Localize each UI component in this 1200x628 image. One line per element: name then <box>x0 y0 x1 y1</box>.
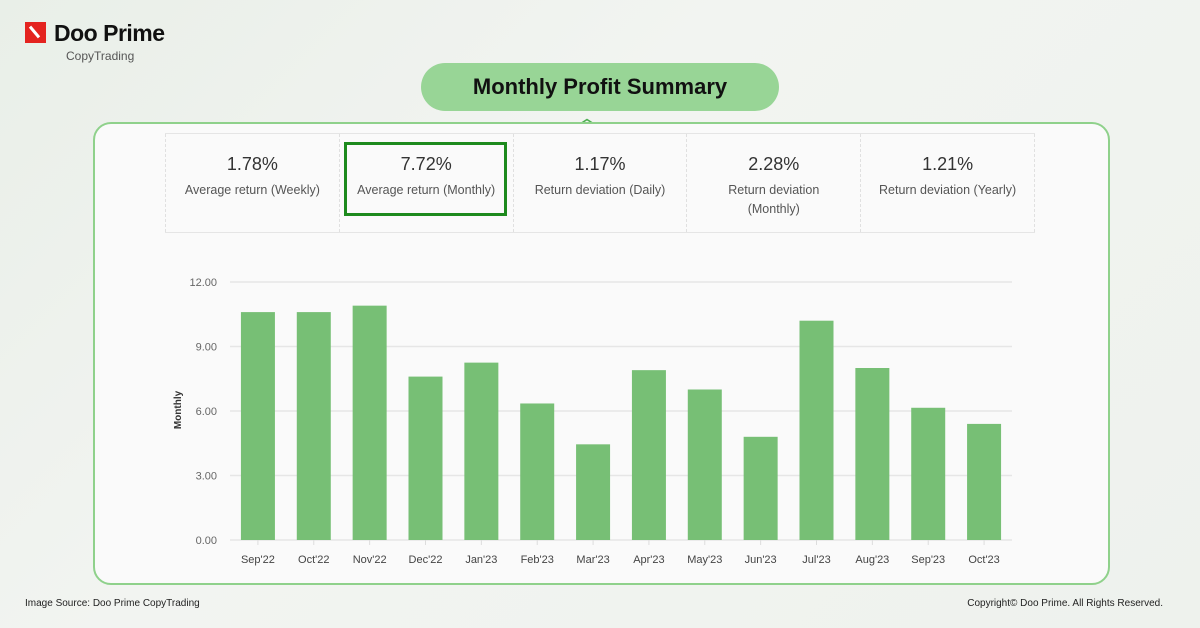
stat-value: 1.21% <box>922 154 974 174</box>
stat-label: Average return (Monthly) <box>357 183 496 197</box>
image-source: Image Source: Doo Prime CopyTrading <box>25 598 200 609</box>
doo-prime-logo-icon <box>25 22 46 43</box>
stat-value: 7.72% <box>400 154 452 174</box>
stat-monthly-return: 7.72% Average return (Monthly) <box>340 134 514 232</box>
brand-subtitle: CopyTrading <box>66 49 135 63</box>
stat-label: Average return (Weekly) <box>184 183 320 197</box>
stat-value: 1.78% <box>226 154 278 174</box>
stat-weekly-return: 1.78% Average return (Weekly) <box>165 134 340 232</box>
stat-value: 1.17% <box>574 154 626 174</box>
stat-label: Return deviation (Monthly) <box>728 183 820 216</box>
stats-row: 1.78% Average return (Weekly) 7.72% Averag… <box>165 133 1035 233</box>
copyright: Copyright© Doo Prime. All Rights Reserve… <box>967 598 1163 609</box>
stat-value: 2.28% <box>748 154 800 174</box>
stat-yearly-deviation: 1.21% Return deviation (Yearly) <box>861 134 1035 232</box>
page-title: Monthly Profit Summary <box>421 63 779 111</box>
stat-label: Return deviation (Daily) <box>534 183 666 197</box>
brand-name: Doo Prime <box>54 20 165 46</box>
stat-label: Return deviation (Yearly) <box>879 183 1017 197</box>
stat-monthly-deviation: 2.28% Return deviation (Monthly) <box>687 134 862 232</box>
stat-daily-deviation: 1.17% Return deviation (Daily) <box>514 134 688 232</box>
